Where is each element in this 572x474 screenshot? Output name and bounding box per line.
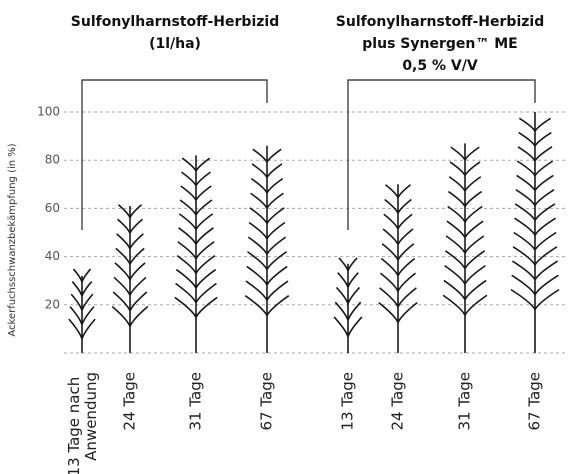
group-title: Sulfonylharnstoff-Herbizid [71,14,279,30]
wheat-bar [111,204,149,353]
x-tick-label-line: Anwendung [82,372,100,461]
group-title: Sulfonylharnstoff-Herbizid [336,14,544,30]
group-title: 0,5 % V/V [402,58,478,74]
wheat-bar [510,112,560,353]
x-tick-label-line: 13 Tage nach [65,372,83,474]
wheat-bar [378,184,418,353]
group-bracket [347,79,536,230]
x-tick-label: 67 Tage [526,372,544,430]
x-tick-label: 24 Tage [121,372,139,430]
wheat-bar [174,155,218,353]
y-axis-label: Ackerfuchsschwanzbekämpfung (in %) [7,143,18,336]
x-tick-label: 24 Tage [389,372,407,430]
wheat-bar [244,145,290,353]
y-tick-label: 40 [45,249,60,263]
y-tick-label: 80 [45,153,60,167]
x-tick-label: 31 Tage [187,372,205,430]
x-tick-label: 31 Tage [456,372,474,430]
x-tick-label: 13 Tage nach Anwendung [65,372,100,474]
wheat-bar [442,143,488,353]
x-tick-label: 13 Tage [339,372,357,430]
wheat-bar [333,257,363,353]
y-tick-label: 20 [45,297,60,311]
group-title: plus Synergen™ ME [362,36,517,52]
y-tick-label: 100 [37,105,60,119]
wheat-bar [68,268,96,353]
group-title: (1l/ha) [149,36,201,52]
x-tick-label: 67 Tage [258,372,276,430]
group-bracket [81,79,268,230]
y-tick-label: 60 [45,201,60,215]
